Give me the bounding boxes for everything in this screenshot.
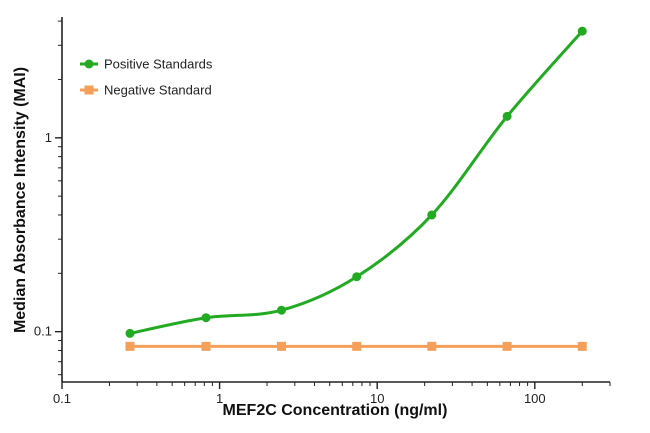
y-axis-title: Median Absorbance Intensity (MAI) [12,67,29,333]
x-tick-label: 0.1 [53,391,71,406]
data-point [276,341,286,351]
data-point [352,272,362,282]
legend: Positive Standards Negative Standard [80,57,213,98]
data-point [352,341,362,351]
data-point [577,341,587,351]
x-tick-label: 10 [370,391,384,406]
x-tick-label: 100 [524,391,546,406]
x-ticks: 0.1 1 10 100 [53,382,611,406]
x-tick-label: 1 [216,391,223,406]
data-point [502,111,512,121]
series-line [128,29,584,335]
data-point [201,341,211,351]
data-point [427,210,437,220]
legend-marker [84,85,94,95]
data-point [201,313,211,323]
series-1 [125,26,587,338]
legend-item: Negative Standard [80,83,212,98]
data-point [427,341,437,351]
legend-label: Positive Standards [104,57,213,72]
data-point [125,328,135,338]
series-2 [125,341,587,351]
y-tick-label: 0.1 [34,324,52,339]
axes [61,17,610,383]
data-point [125,341,135,351]
legend-item: Positive Standards [80,57,213,72]
legend-label: Negative Standard [104,83,212,98]
y-tick-label: 1 [45,130,52,145]
data-point [577,26,587,36]
legend-marker [84,59,94,69]
data-point [276,305,286,315]
x-axis-title: MEF2C Concentration (ng/ml) [223,402,448,419]
y-ticks: 0.11 [34,20,62,376]
series-layer [125,26,587,351]
data-point [502,341,512,351]
